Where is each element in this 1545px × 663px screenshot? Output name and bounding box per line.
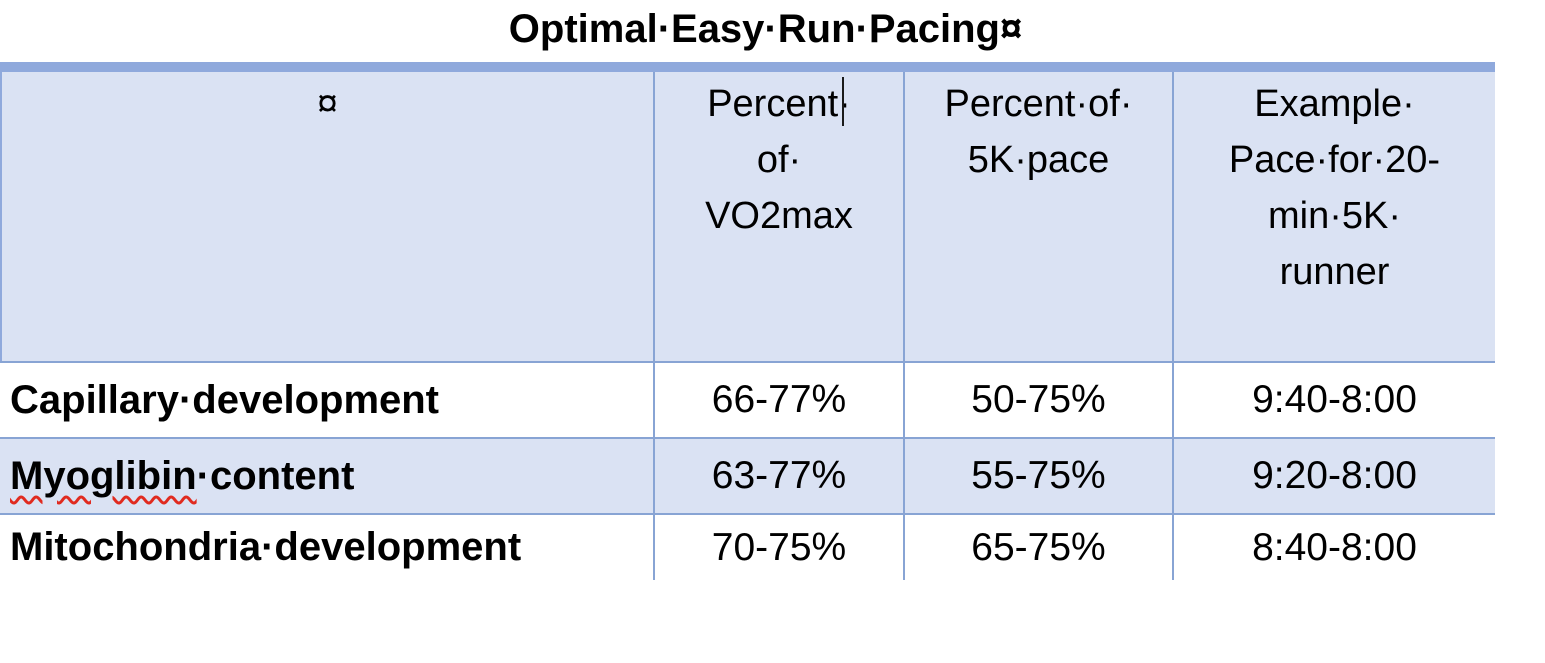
row-label-text: Mitochondria·development [10,525,522,569]
easy-run-pacing-table: ¤ Percent· of· VO2max Percent·of· 5K·pac… [0,62,1495,580]
header-cell-blank[interactable]: ¤ [0,72,653,361]
header-cell-percent-vo2max[interactable]: Percent· of· VO2max [653,72,903,361]
cell-mitochondria-percent-vo2max[interactable]: 70-75% [653,513,903,580]
row-label-mitochondria-development[interactable]: Mitochondria·development [0,513,653,580]
cell-myoglibin-example-pace[interactable]: 9:20-8:00 [1172,437,1495,513]
cell-mitochondria-example-pace[interactable]: 8:40-8:00 [1172,513,1495,580]
cell-capillary-percent-vo2max[interactable]: 66-77% [653,361,903,437]
document-title[interactable]: Optimal·Easy·Run·Pacing¤ [508,7,1023,51]
row-label-text: ·content [196,453,355,498]
row-label-capillary-development[interactable]: Capillary·development [0,361,653,437]
misspelled-word: Myoglibin [10,453,197,498]
row-label-text: Capillary·development [10,377,440,422]
cell-capillary-percent-5k-pace[interactable]: 50-75% [903,361,1172,437]
cell-myoglibin-percent-vo2max[interactable]: 63-77% [653,437,903,513]
header-cell-percent-5k-pace[interactable]: Percent·of· 5K·pace [903,72,1172,361]
row-label-myoglibin-content[interactable]: Myoglibin ·content [0,437,653,513]
cell-capillary-example-pace[interactable]: 9:40-8:00 [1172,361,1495,437]
cell-mitochondria-percent-5k-pace[interactable]: 65-75% [903,513,1172,580]
text-cursor [842,77,844,126]
cell-myoglibin-percent-5k-pace[interactable]: 55-75% [903,437,1172,513]
header-cell-example-pace[interactable]: Example· Pace·for·20- min·5K· runner [1172,72,1495,361]
